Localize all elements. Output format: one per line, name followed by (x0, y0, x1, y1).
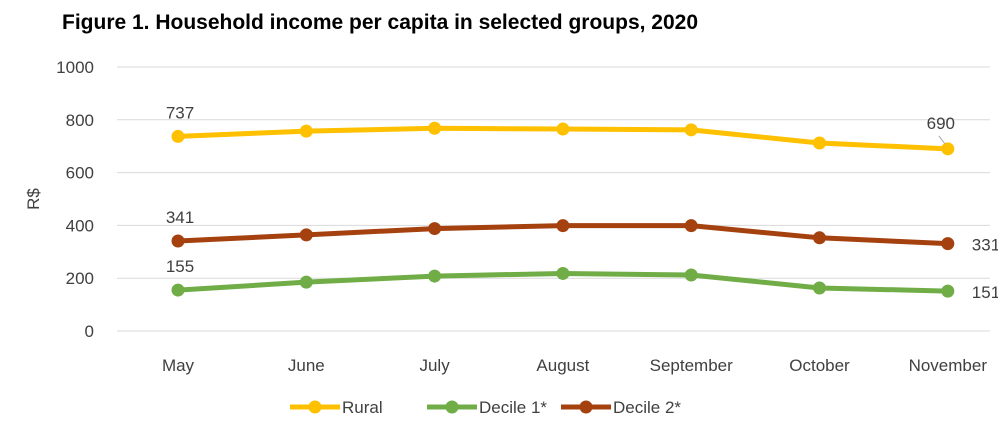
x-tick-label: May (162, 356, 195, 375)
data-point (684, 123, 698, 137)
y-tick-label: 800 (66, 111, 94, 130)
data-point (941, 142, 955, 156)
x-tick-label: November (909, 356, 988, 375)
y-tick-label: 200 (66, 269, 94, 288)
y-tick-label: 400 (66, 216, 94, 235)
legend-swatch-marker (579, 400, 593, 414)
data-point (171, 234, 185, 248)
data-point (941, 237, 955, 251)
data-point (428, 222, 442, 236)
x-tick-label: August (536, 356, 589, 375)
data-label: 151 (972, 283, 998, 302)
data-point (813, 281, 826, 295)
data-label: 690 (927, 114, 955, 133)
data-point (171, 129, 185, 143)
data-point (299, 228, 313, 242)
x-tick-label: September (650, 356, 733, 375)
data-point (684, 268, 698, 282)
data-point (299, 124, 313, 138)
x-tick-label: October (789, 356, 850, 375)
y-tick-label: 1000 (56, 58, 94, 77)
data-label: 331 (972, 236, 998, 255)
data-point (941, 284, 955, 298)
legend-swatch-marker (308, 400, 322, 414)
x-tick-label: June (288, 356, 325, 375)
data-point (684, 219, 698, 233)
data-label: 155 (166, 257, 194, 276)
y-axis-label: R$ (24, 188, 43, 210)
data-point (556, 122, 570, 136)
data-point (813, 231, 826, 245)
y-tick-label: 600 (66, 164, 94, 183)
data-point (556, 266, 570, 280)
data-point (171, 283, 185, 297)
x-tick-label: July (419, 356, 450, 375)
legend-swatch-marker (445, 400, 459, 414)
legend-label: Decile 2* (613, 398, 681, 417)
legend-label: Rural (342, 398, 383, 417)
chart-title: Figure 1. Household income per capita in… (62, 11, 699, 34)
data-point (556, 219, 570, 233)
data-point (428, 269, 442, 283)
data-point (428, 121, 442, 135)
data-label: 737 (166, 103, 194, 122)
data-label: 341 (166, 208, 194, 227)
legend-label: Decile 1* (479, 398, 547, 417)
data-point (299, 275, 313, 289)
y-tick-label: 0 (85, 322, 94, 341)
leader-line (938, 135, 946, 145)
data-point (813, 136, 826, 150)
